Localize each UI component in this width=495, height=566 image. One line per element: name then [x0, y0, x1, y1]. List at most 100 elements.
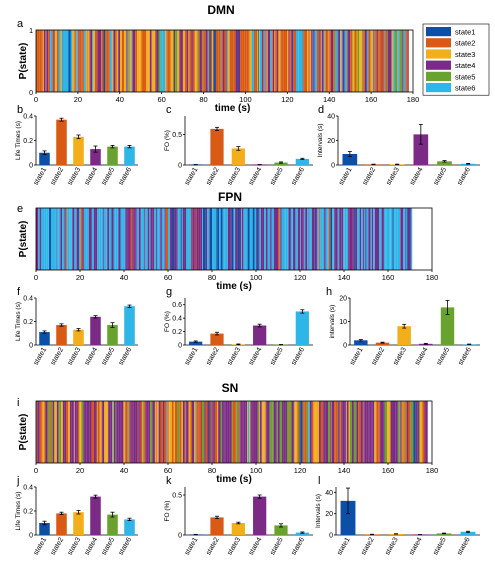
state-stripe	[257, 401, 260, 463]
state-stripe	[147, 208, 150, 270]
state-stripe	[259, 30, 260, 92]
state-stripe	[182, 30, 185, 92]
state-stripe	[148, 30, 150, 92]
state-stripe	[340, 401, 342, 463]
state-stripe	[259, 401, 261, 463]
state-stripe	[164, 401, 167, 463]
state-stripe	[113, 30, 116, 92]
bar-state5	[107, 514, 118, 535]
state-stripe	[307, 208, 309, 270]
bar-chart-j: 0 0.2 0.4 state1 state2 state3 state4 state5 sta…	[15, 485, 138, 557]
state-stripe	[406, 30, 407, 92]
state-stripe	[139, 30, 142, 92]
state-stripe	[161, 208, 164, 270]
state-stripe	[297, 208, 301, 270]
state-stripe	[348, 401, 350, 463]
state-stripe	[320, 208, 323, 270]
x-axis-label: time (s)	[216, 281, 252, 292]
state-stripe	[212, 30, 214, 92]
state-stripe	[160, 401, 163, 463]
state-stripe	[346, 401, 349, 463]
category-label: state3	[67, 346, 83, 366]
state-stripe	[363, 30, 365, 92]
category-label: state3	[67, 536, 83, 556]
state-stripe	[288, 30, 289, 92]
state-stripe	[120, 30, 122, 92]
state-stripe	[295, 401, 298, 463]
state-stripe	[425, 401, 428, 463]
state-stripe	[168, 208, 171, 270]
state-stripe	[322, 208, 325, 270]
state-stripe	[317, 208, 319, 270]
state-stripe	[171, 401, 174, 463]
state-stripe	[404, 208, 406, 270]
state-stripe	[198, 30, 200, 92]
state-stripe	[354, 208, 356, 270]
state-stripe	[39, 30, 42, 92]
state-stripe	[156, 30, 159, 92]
y-tick-label: 40	[327, 114, 335, 121]
category-label: state4	[84, 346, 100, 366]
state-stripe	[155, 30, 157, 92]
state-stripe	[186, 30, 189, 92]
state-stripe	[368, 208, 371, 270]
state-stripe	[235, 208, 238, 270]
state-stripe	[279, 401, 282, 463]
state-stripe	[165, 30, 167, 92]
state-stripe	[368, 401, 370, 463]
bar-state4	[413, 134, 429, 165]
state-stripe	[143, 401, 145, 463]
state-stripe	[182, 208, 185, 270]
legend-swatch-state2	[426, 38, 451, 48]
state-stripe	[37, 401, 40, 463]
x-tick-label: 60	[164, 466, 172, 475]
state-stripe	[257, 208, 259, 270]
state-stripe	[103, 30, 106, 92]
legend-label: state2	[455, 39, 475, 48]
state-stripe	[259, 208, 261, 270]
state-stripe	[115, 30, 117, 92]
category-label: state1	[33, 346, 49, 366]
state-stripe	[285, 208, 288, 270]
panel-label: h	[326, 286, 332, 298]
state-stripe	[390, 401, 393, 463]
legend-swatch-state1	[426, 27, 451, 37]
y-tick-label: 0	[29, 163, 33, 170]
state-stripe	[76, 401, 78, 463]
state-stripe	[156, 401, 158, 463]
state-stripe	[181, 401, 183, 463]
state-stripe	[189, 30, 192, 92]
y-tick-label: 0	[343, 343, 347, 350]
state-stripe	[232, 401, 236, 463]
category-label: state6	[290, 346, 306, 366]
state-stripe	[182, 401, 185, 463]
state-stripe	[293, 30, 294, 92]
state-stripe	[384, 401, 387, 463]
state-stripe	[137, 30, 140, 92]
state-stripe	[113, 208, 116, 270]
state-stripe	[220, 208, 223, 270]
state-stripe	[353, 208, 355, 270]
state-stripe	[86, 208, 89, 270]
state-stripe	[397, 401, 400, 463]
state-stripe	[236, 401, 239, 463]
state-stripe	[212, 401, 214, 463]
x-tick-label: 140	[338, 273, 351, 282]
state-stripe	[38, 208, 40, 270]
state-stripe	[110, 401, 113, 463]
state-stripe	[227, 208, 228, 270]
state-stripe	[158, 208, 161, 270]
state-stripe	[390, 208, 391, 270]
state-stripe	[284, 208, 286, 270]
state-stripe	[190, 208, 192, 270]
state-stripe	[202, 30, 204, 92]
state-stripe	[205, 401, 208, 463]
state-stripe	[248, 30, 250, 92]
bar-state4	[90, 316, 101, 345]
state-stripe	[400, 208, 404, 270]
state-stripe	[238, 401, 240, 463]
state-stripe	[335, 30, 338, 92]
state-stripe	[280, 30, 282, 92]
y-tick-label: 10	[339, 319, 347, 326]
state-stripe	[41, 401, 43, 463]
